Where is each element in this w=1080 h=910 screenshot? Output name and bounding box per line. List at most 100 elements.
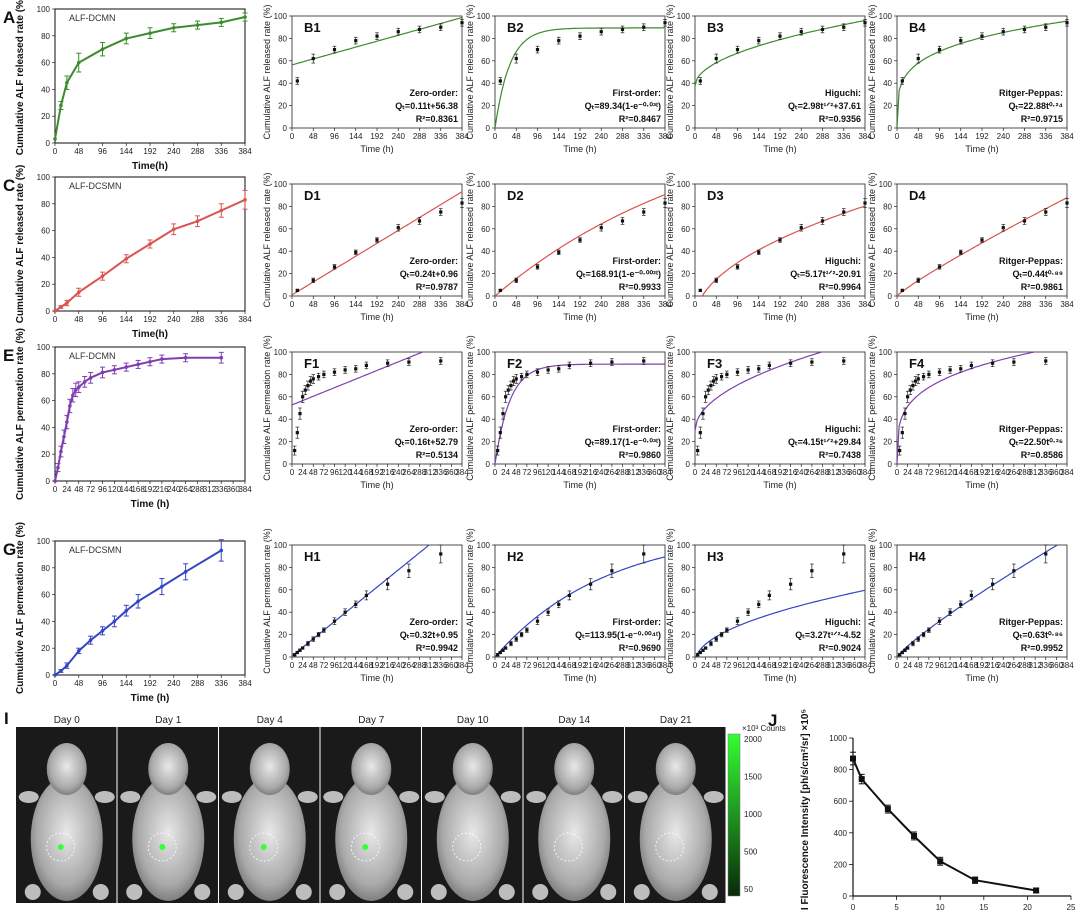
x-tick-label: 264 (1007, 468, 1021, 477)
x-tick-label: 192 (573, 661, 587, 670)
panel-label-h1: H1 (304, 549, 321, 564)
y-tick-label: 80 (278, 563, 287, 572)
panel-label-c: C (3, 176, 15, 195)
panel-label-f3: F3 (707, 356, 722, 371)
y-tick-label: 0 (486, 292, 491, 301)
data-point (460, 201, 464, 205)
x-tick-label: 216 (584, 661, 598, 670)
equation-fit: Qₜ=4.15t¹ᐟ²+29.84 (788, 437, 861, 447)
data-point (171, 227, 176, 232)
data-point (82, 380, 87, 384)
y-tick-label: 20 (41, 280, 50, 289)
data-point (746, 368, 750, 372)
x-tick-label: 48 (512, 468, 521, 477)
x-tick-label: 120 (943, 468, 957, 477)
data-point (100, 274, 105, 278)
x-tick-label: 48 (512, 132, 521, 141)
x-tick-label: 312 (423, 661, 437, 670)
data-point (916, 637, 920, 641)
data-point (59, 669, 63, 673)
fit-curve (292, 352, 425, 406)
imaging-frame (219, 727, 320, 903)
x-tick-label: 96 (733, 300, 742, 309)
x-tick-label: 144 (954, 300, 968, 309)
data-point (567, 593, 571, 597)
mouse-body (335, 777, 408, 901)
x-tick-label: 0 (53, 315, 58, 324)
mouse-forelimb (500, 791, 521, 803)
series-legend: ALF-DCSMN (69, 545, 122, 555)
y-tick-label: 20 (41, 644, 50, 653)
x-tick-label: 24 (701, 661, 710, 670)
x-tick-label: 336 (1039, 468, 1053, 477)
data-point (937, 265, 942, 269)
x-tick-label: 384 (658, 132, 672, 141)
x-tick-label: 144 (552, 468, 566, 477)
x-tick-label: 288 (816, 661, 830, 670)
y-tick-label: 20 (681, 102, 690, 111)
y-tick-label: 40 (41, 253, 50, 262)
x-axis-title: Time (h) (965, 480, 998, 490)
x-tick-label: 192 (370, 300, 384, 309)
x-tick-label: 72 (722, 661, 731, 670)
day-label: Day 10 (457, 715, 489, 726)
x-tick-label: 384 (238, 147, 252, 156)
data-point (498, 431, 502, 435)
mouse-body (30, 777, 103, 901)
data-point (535, 370, 540, 374)
data-point (1065, 21, 1069, 25)
data-point (642, 359, 646, 363)
data-point (735, 619, 740, 623)
y-tick-label: 20 (883, 438, 892, 447)
x-tick-label: 336 (434, 132, 448, 141)
x-tick-label: 192 (773, 300, 787, 309)
data-point (959, 602, 963, 606)
data-point (820, 27, 825, 32)
x-tick-label: 264 (402, 661, 416, 670)
data-point (343, 610, 347, 614)
data-point (59, 449, 63, 454)
data-point (589, 582, 593, 586)
equation-r2: R²=0.9860 (619, 450, 661, 460)
y-tick-label: 80 (278, 202, 287, 211)
x-tick-label: 360 (648, 661, 662, 670)
roi-circle (452, 832, 482, 862)
y-tick-label: 60 (481, 225, 490, 234)
data-point (937, 48, 942, 52)
x-tick-label: 168 (763, 661, 777, 670)
data-point (900, 79, 904, 83)
x-tick-label: 120 (338, 468, 352, 477)
x-tick-label: 384 (858, 132, 872, 141)
data-point (504, 646, 508, 650)
y-axis-title: Cumulative ALF permeation rate (%) (262, 335, 272, 481)
x-tick-label: 192 (773, 468, 787, 477)
data-point (546, 610, 550, 614)
y-axis-title: Cumulative ALF permeation rate (%) (665, 528, 675, 674)
y-tick-label: 600 (834, 797, 848, 806)
x-tick-label: 360 (648, 468, 662, 477)
panel-label-b4: B4 (909, 20, 926, 35)
mouse-forelimb (424, 791, 445, 803)
x-tick-label: 384 (858, 468, 872, 477)
x-tick-label: 192 (370, 468, 384, 477)
fluorescence-spot (260, 844, 267, 850)
x-tick-label: 24 (903, 661, 912, 670)
x-tick-label: 240 (997, 132, 1011, 141)
y-tick-label: 80 (481, 202, 490, 211)
y-tick-label: 80 (41, 564, 50, 573)
x-tick-label: 0 (493, 661, 498, 670)
panel-label-e: E (3, 346, 14, 365)
equation-r2: R²=0.9861 (1021, 282, 1063, 292)
y-tick-label: 60 (883, 57, 892, 66)
data-point (969, 593, 973, 597)
data-point (898, 653, 902, 657)
panel-c: 0 48 96 144 192 240 288 336 384 0 20 40 60 80 100 Time(… (3, 165, 252, 340)
y-tick-label: 80 (41, 370, 50, 379)
x-tick-label: 384 (455, 661, 469, 670)
panel-e: 0 24 48 72 96 1201441681922162402642883123363… (3, 328, 252, 510)
x-tick-label: 240 (795, 300, 809, 309)
fit-curve (495, 27, 665, 128)
y-axis-title: Cumulative ALF released rate (%) (262, 4, 272, 139)
y-tick-label: 40 (481, 79, 490, 88)
data-point (65, 301, 69, 305)
